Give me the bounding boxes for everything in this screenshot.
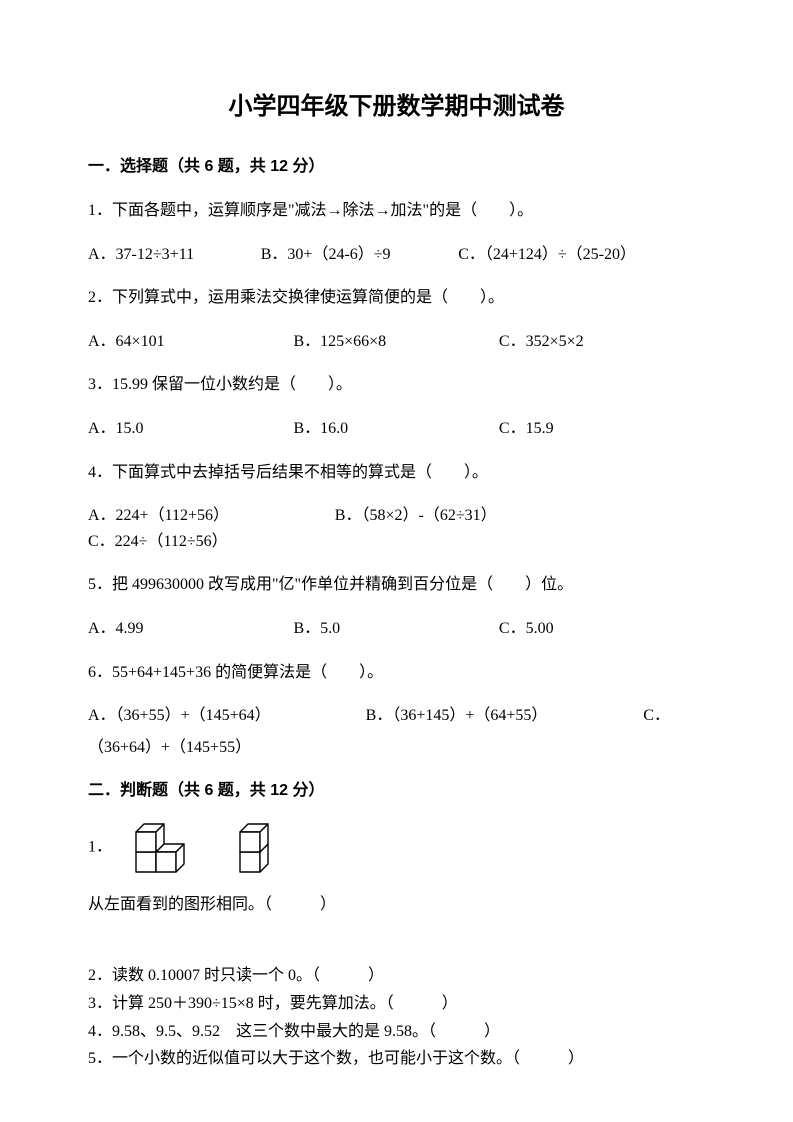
q4-option-c: C．224÷（112÷56）	[88, 529, 228, 555]
question-6-options: A．（36+55）+（145+64） B．（36+145）+（64+55） C．…	[88, 703, 705, 729]
q1-option-c: C．（24+124）÷（25-20）	[458, 242, 705, 268]
q1-option-a: A．37-12÷3+11	[88, 242, 261, 268]
question-4-options: A．224+（112+56） B．（58×2）-（62÷31） C．224÷（1…	[88, 503, 705, 554]
section-2-header: 二．判断题（共 6 题，共 12 分）	[88, 778, 705, 804]
question-2-text: 2．下列算式中，运用乘法交换律使运算简便的是（ ）。	[88, 285, 705, 311]
q3-option-b: B．16.0	[293, 416, 498, 442]
q3-option-a: A．15.0	[88, 416, 293, 442]
q5-option-a: A．4.99	[88, 616, 293, 642]
q6-option-a: A．（36+55）+（145+64）	[88, 703, 366, 729]
s2-question-2: 2．读数 0.10007 时只读一个 0。（ ）	[88, 963, 705, 989]
q3-option-c: C．15.9	[499, 416, 704, 442]
question-1: 1．下面各题中，运算顺序是"减法→除法→加法"的是（ ）。 A．37-12÷3+…	[88, 198, 705, 267]
section-1-header: 一．选择题（共 6 题，共 12 分）	[88, 154, 705, 180]
s2-q1-label: 1．	[88, 839, 112, 856]
page-title: 小学四年级下册数学期中测试卷	[88, 88, 705, 126]
question-4: 4．下面算式中去掉括号后结果不相等的算式是（ ）。 A．224+（112+56）…	[88, 460, 705, 555]
question-6: 6．55+64+145+36 的简便算法是（ ）。 A．（36+55）+（145…	[88, 660, 705, 761]
question-1-options: A．37-12÷3+11 B．30+（24-6）÷9 C．（24+124）÷（2…	[88, 242, 705, 268]
s2-question-1: 1．	[88, 822, 705, 918]
question-5-text: 5．把 499630000 改写成用"亿"作单位并精确到百分位是（ ）位。	[88, 572, 705, 598]
q4-option-b: B．（58×2）-（62÷31）	[335, 503, 582, 529]
question-4-text: 4．下面算式中去掉括号后结果不相等的算式是（ ）。	[88, 460, 705, 486]
question-6-text: 6．55+64+145+36 的简便算法是（ ）。	[88, 660, 705, 686]
spacer	[88, 935, 705, 961]
s2-q1-text: 从左面看到的图形相同。（ ）	[88, 892, 705, 918]
question-3-text: 3．15.99 保留一位小数约是（ ）。	[88, 372, 705, 398]
exam-page: 小学四年级下册数学期中测试卷 一．选择题（共 6 题，共 12 分） 1．下面各…	[0, 0, 793, 1122]
cubes-figure	[128, 822, 288, 874]
s2-question-5: 5．一个小数的近似值可以大于这个数，也可能小于这个数。（ ）	[88, 1046, 705, 1072]
q2-option-b: B．125×66×8	[293, 329, 498, 355]
q4-option-a: A．224+（112+56）	[88, 503, 335, 529]
question-2: 2．下列算式中，运用乘法交换律使运算简便的是（ ）。 A．64×101 B．12…	[88, 285, 705, 354]
question-5: 5．把 499630000 改写成用"亿"作单位并精确到百分位是（ ）位。 A．…	[88, 572, 705, 641]
question-2-options: A．64×101 B．125×66×8 C．352×5×2	[88, 329, 705, 355]
q6-option-c-label: C．	[643, 703, 705, 729]
question-3: 3．15.99 保留一位小数约是（ ）。 A．15.0 B．16.0 C．15.…	[88, 372, 705, 441]
question-5-options: A．4.99 B．5.0 C．5.00	[88, 616, 705, 642]
q1-option-b: B．30+（24-6）÷9	[261, 242, 458, 268]
q5-option-c: C．5.00	[499, 616, 704, 642]
s2-question-4: 4．9.58、9.5、9.52 这三个数中最大的是 9.58。（ ）	[88, 1019, 705, 1045]
q2-option-c: C．352×5×2	[499, 329, 704, 355]
q2-option-a: A．64×101	[88, 329, 293, 355]
q5-option-b: B．5.0	[293, 616, 498, 642]
cubes-left-icon	[128, 822, 214, 874]
cubes-right-icon	[232, 822, 288, 874]
question-1-text: 1．下面各题中，运算顺序是"减法→除法→加法"的是（ ）。	[88, 198, 705, 224]
q6-option-c-cont: （36+64）+（145+55）	[88, 735, 705, 761]
question-3-options: A．15.0 B．16.0 C．15.9	[88, 416, 705, 442]
q6-option-b: B．（36+145）+（64+55）	[366, 703, 644, 729]
s2-question-3: 3．计算 250＋390÷15×8 时，要先算加法。（ ）	[88, 991, 705, 1017]
